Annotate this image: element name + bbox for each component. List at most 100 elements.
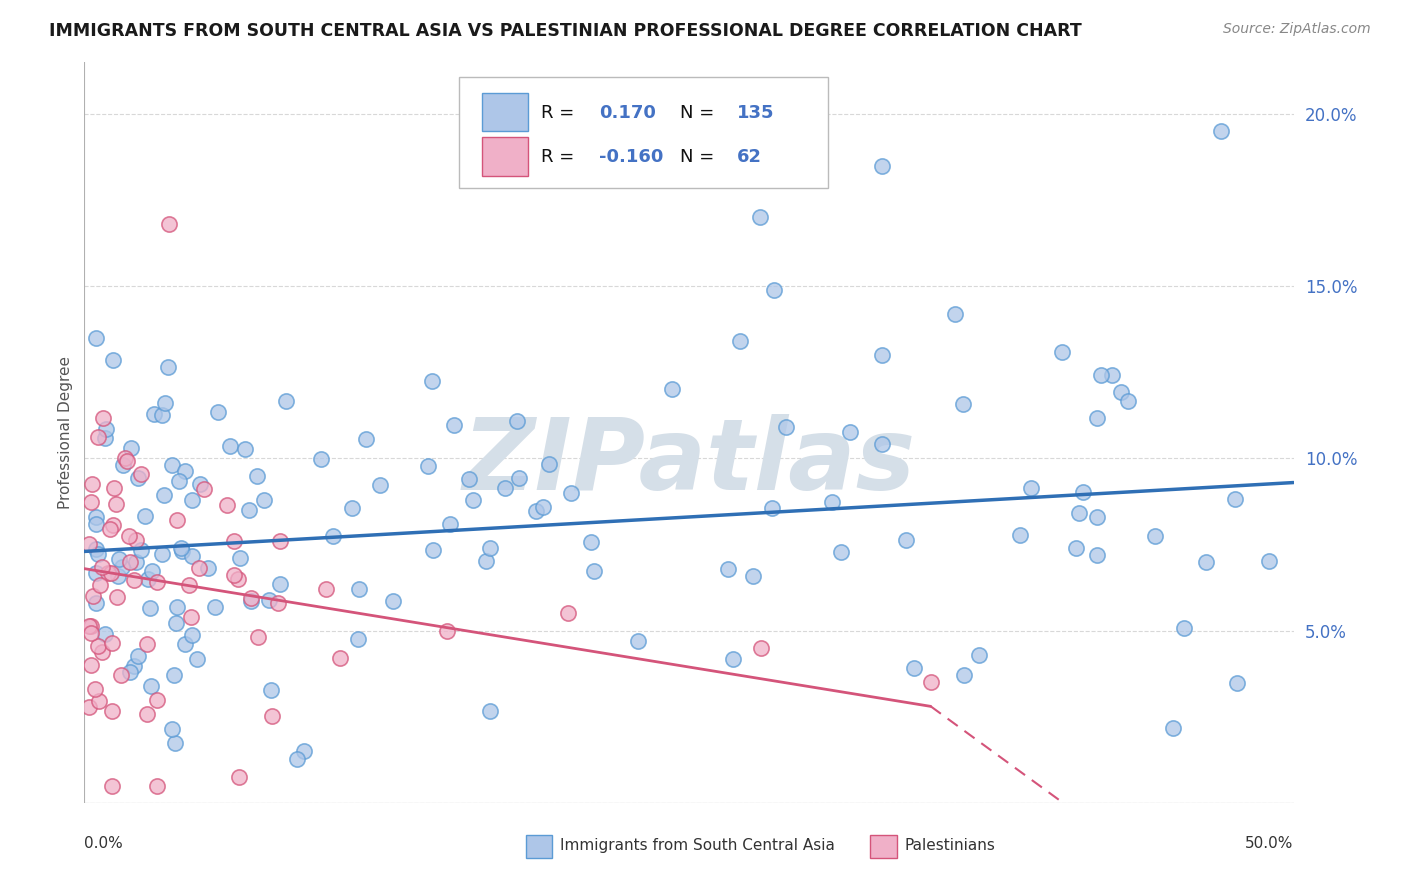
Point [188, 476, 211, 491]
Point [228, 770, 250, 784]
Point [557, 607, 579, 621]
Point [820, 495, 842, 509]
Point [167, 474, 190, 488]
Point [274, 393, 297, 408]
Point [478, 541, 501, 556]
Point [84, 681, 107, 696]
Y-axis label: Professional Degree: Professional Degree [58, 356, 73, 509]
Point [86, 509, 108, 524]
Point [86, 566, 108, 581]
Point [150, 408, 173, 422]
Point [896, 533, 918, 548]
Point [174, 637, 197, 651]
Point [1067, 506, 1090, 520]
Text: 0.0%: 0.0% [84, 836, 124, 851]
Point [309, 452, 332, 467]
Point [86, 596, 108, 610]
Point [110, 668, 132, 682]
FancyBboxPatch shape [460, 78, 828, 188]
Point [141, 564, 163, 578]
Point [94, 626, 117, 640]
Point [354, 432, 377, 446]
Point [340, 500, 363, 515]
Point [751, 640, 773, 655]
Text: IMMIGRANTS FROM SOUTH CENTRAL ASIA VS PALESTINIAN PROFESSIONAL DEGREE CORRELATIO: IMMIGRANTS FROM SOUTH CENTRAL ASIA VS PA… [49, 22, 1083, 40]
Point [129, 542, 152, 557]
Point [103, 481, 125, 495]
Point [1085, 411, 1108, 425]
Point [1085, 510, 1108, 524]
Text: 50.0%: 50.0% [1246, 836, 1294, 851]
Point [136, 572, 159, 586]
Point [872, 436, 894, 450]
Point [160, 458, 183, 472]
Text: R =: R = [541, 103, 575, 122]
Point [186, 652, 208, 666]
Text: N =: N = [681, 148, 714, 166]
Point [475, 554, 498, 568]
Point [269, 533, 291, 548]
Point [494, 482, 516, 496]
Point [80, 658, 103, 673]
Point [368, 478, 391, 492]
Point [97, 566, 120, 580]
Point [114, 451, 136, 466]
Point [1195, 555, 1218, 569]
Point [166, 599, 188, 614]
Point [112, 458, 135, 473]
Point [136, 707, 159, 722]
Point [240, 593, 263, 607]
Point [77, 537, 100, 551]
Point [1173, 621, 1195, 635]
Point [129, 467, 152, 482]
Text: Palestinians: Palestinians [904, 838, 995, 854]
Point [87, 547, 110, 561]
Point [1144, 529, 1167, 543]
Point [1209, 124, 1232, 138]
Point [105, 590, 128, 604]
Point [627, 634, 650, 648]
Point [146, 779, 169, 793]
Point [742, 568, 765, 582]
Point [141, 679, 163, 693]
Point [531, 500, 554, 514]
Point [103, 353, 125, 368]
Text: 135: 135 [737, 103, 775, 122]
Point [253, 493, 276, 508]
Point [1226, 676, 1249, 690]
Text: Source: ZipAtlas.com: Source: ZipAtlas.com [1223, 22, 1371, 37]
Point [461, 492, 484, 507]
Point [115, 453, 138, 467]
Point [761, 501, 783, 516]
Point [127, 471, 149, 485]
Point [153, 488, 176, 502]
Point [181, 627, 204, 641]
Point [238, 503, 260, 517]
Point [222, 533, 245, 548]
Point [87, 430, 110, 444]
Point [145, 575, 167, 590]
Point [180, 549, 202, 564]
Point [174, 465, 197, 479]
Point [105, 498, 128, 512]
Point [94, 422, 117, 436]
Point [775, 420, 797, 434]
Point [166, 513, 188, 527]
Point [93, 410, 115, 425]
Point [153, 396, 176, 410]
Point [953, 668, 976, 682]
Point [457, 472, 479, 486]
Point [382, 594, 405, 608]
Point [1161, 721, 1184, 735]
Point [204, 600, 226, 615]
Point [157, 217, 180, 231]
Point [87, 640, 110, 654]
Point [136, 636, 159, 650]
Point [1090, 368, 1112, 383]
Point [108, 551, 131, 566]
Point [506, 414, 529, 428]
Point [146, 693, 169, 707]
Point [94, 432, 117, 446]
Point [581, 534, 603, 549]
Point [257, 593, 280, 607]
